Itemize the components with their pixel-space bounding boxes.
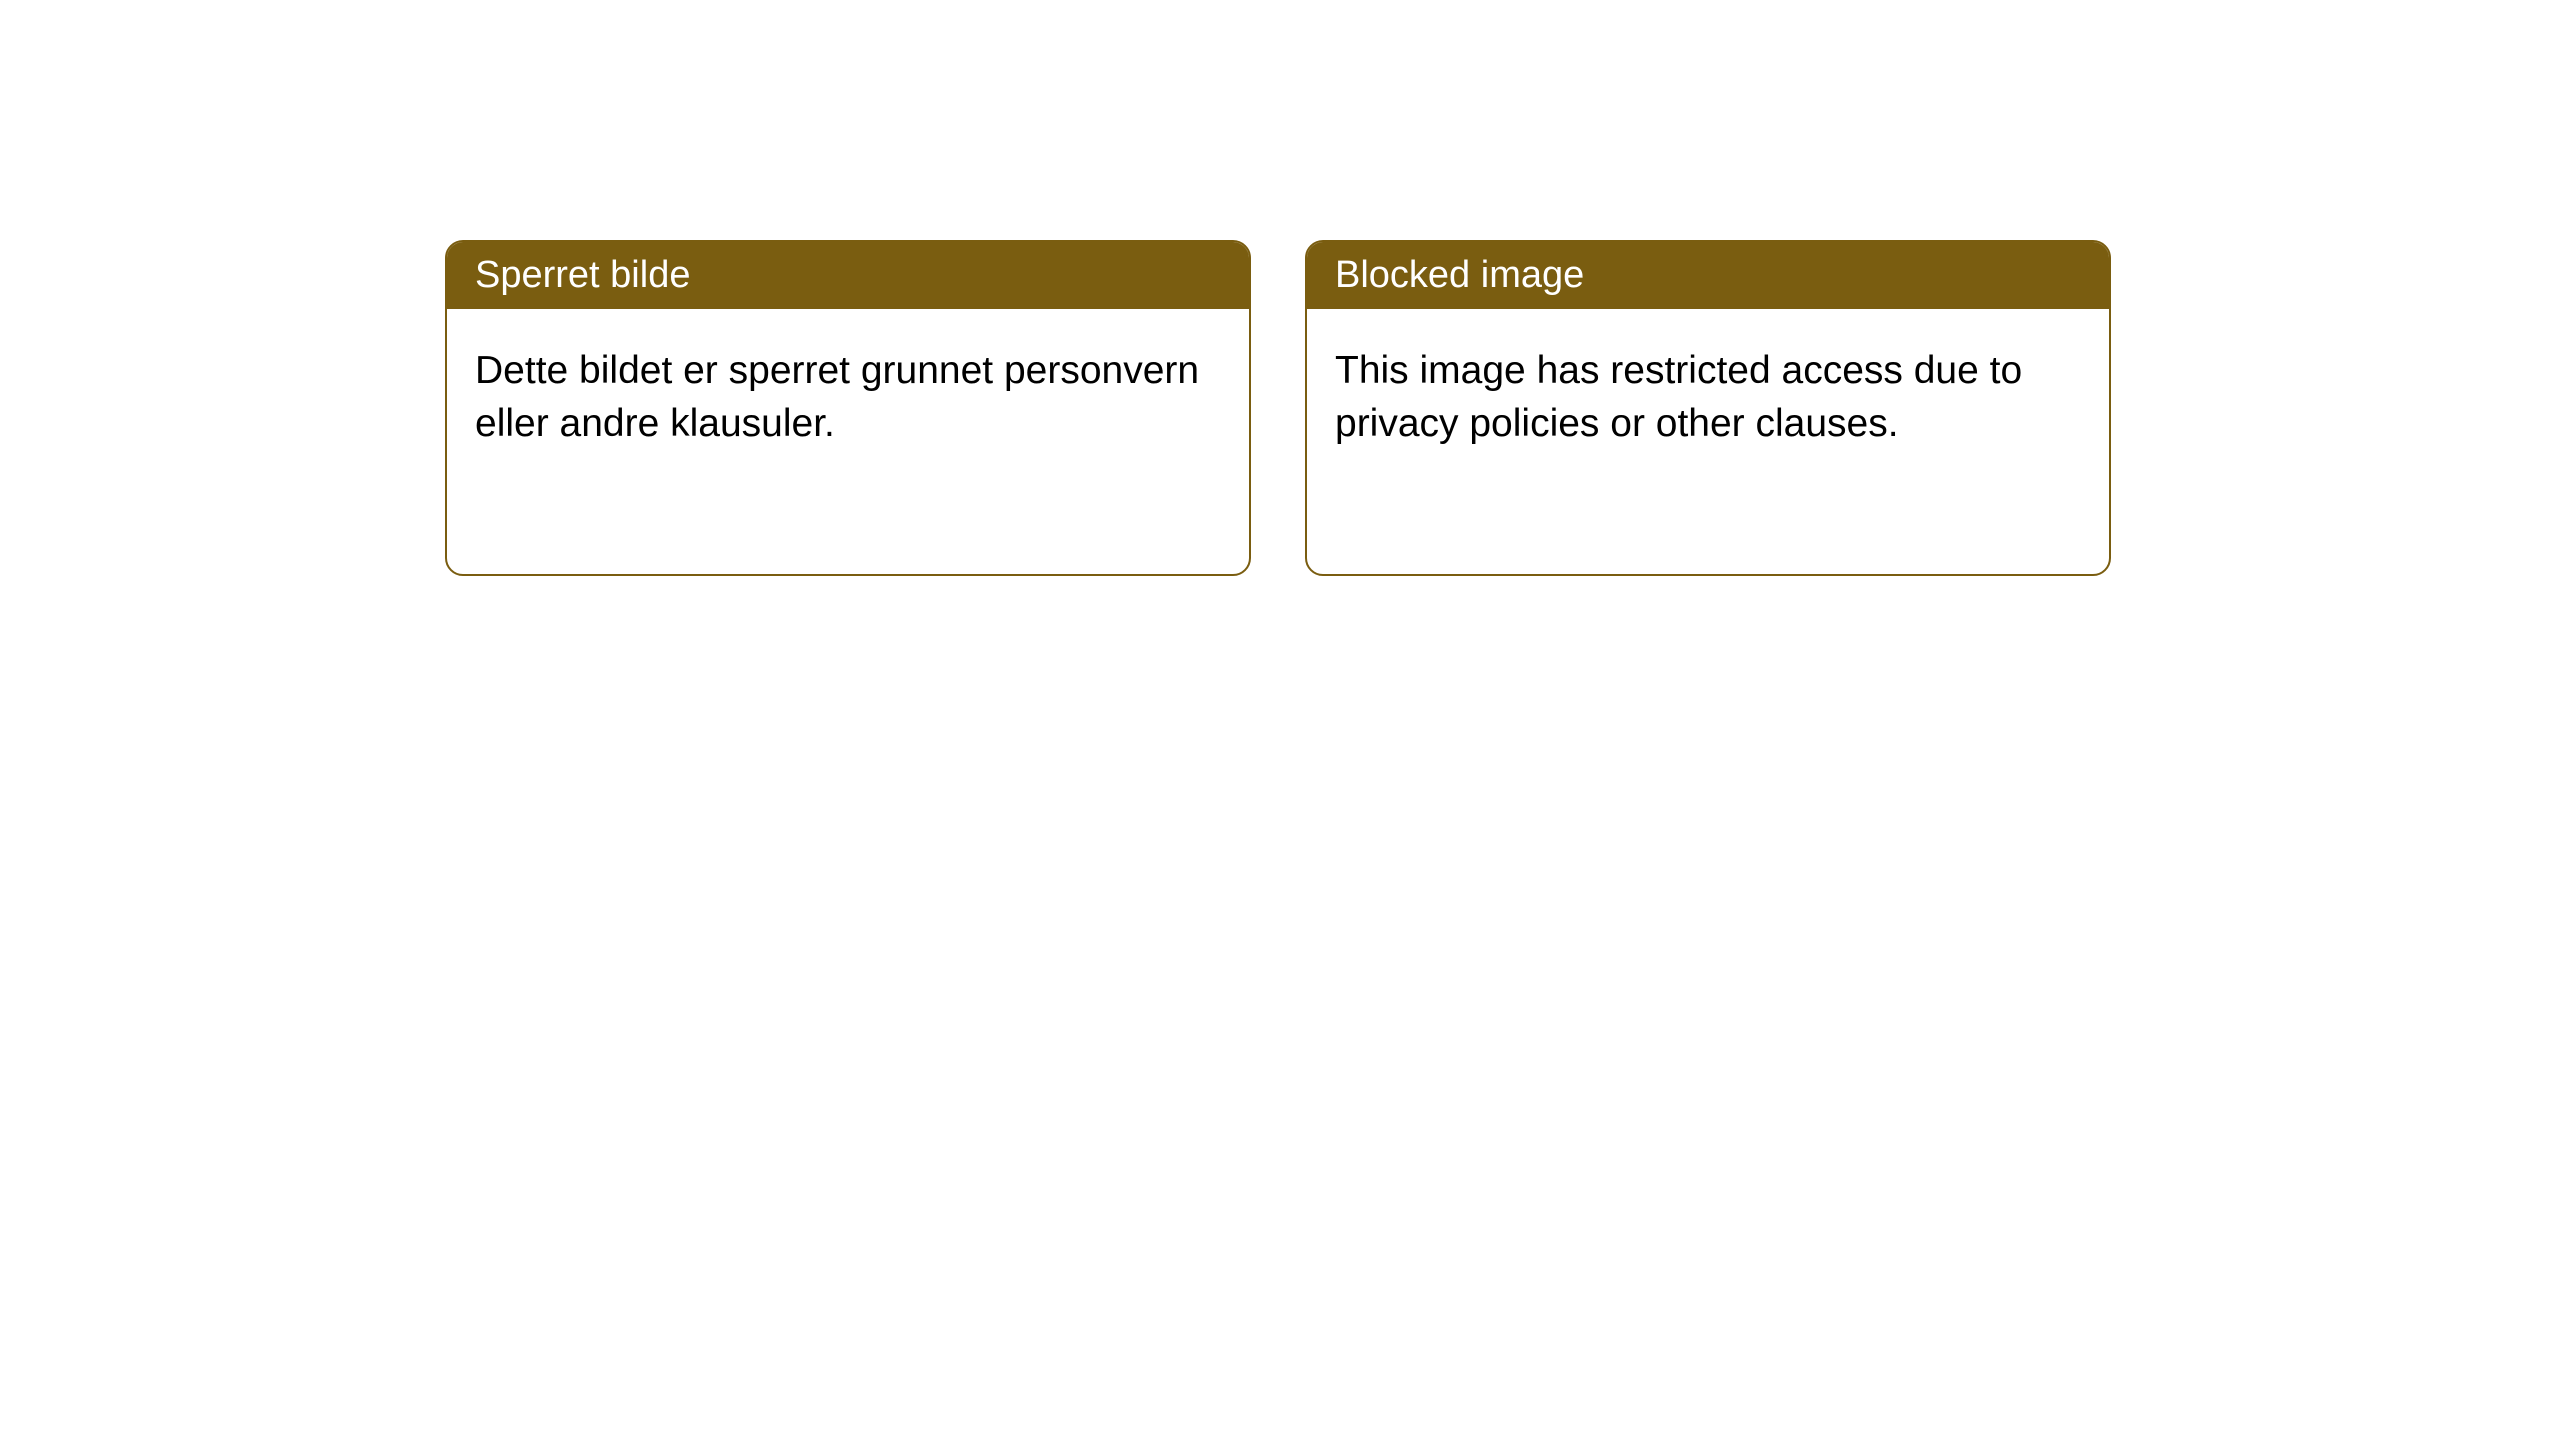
card-text-norwegian: Dette bildet er sperret grunnet personve… — [475, 349, 1199, 445]
card-header-english: Blocked image — [1307, 242, 2109, 309]
blocked-image-card-english: Blocked image This image has restricted … — [1305, 240, 2111, 576]
card-body-norwegian: Dette bildet er sperret grunnet personve… — [447, 309, 1249, 486]
card-body-english: This image has restricted access due to … — [1307, 309, 2109, 486]
card-title-norwegian: Sperret bilde — [475, 254, 690, 296]
notice-cards-container: Sperret bilde Dette bildet er sperret gr… — [0, 0, 2560, 576]
card-title-english: Blocked image — [1335, 254, 1584, 296]
card-text-english: This image has restricted access due to … — [1335, 349, 2022, 445]
blocked-image-card-norwegian: Sperret bilde Dette bildet er sperret gr… — [445, 240, 1251, 576]
card-header-norwegian: Sperret bilde — [447, 242, 1249, 309]
